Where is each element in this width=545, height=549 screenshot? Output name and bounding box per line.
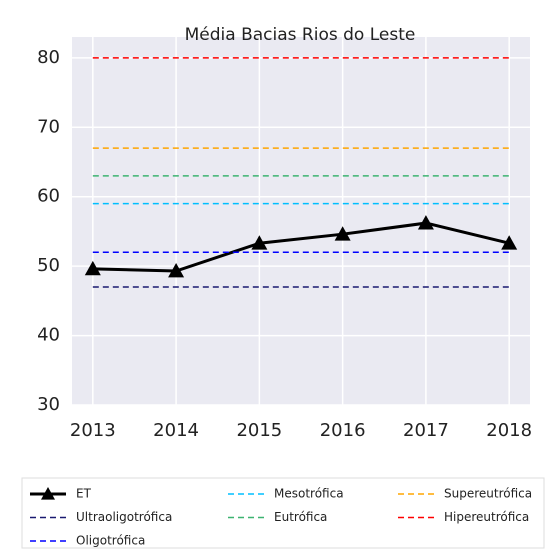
legend-label: Supereutrófica [444,487,532,501]
x-tick-label: 2014 [153,420,199,441]
x-tick-label: 2016 [320,420,366,441]
legend [21,477,545,549]
y-tick-label: 70 [37,116,60,137]
x-tick-label: 2015 [236,420,282,441]
plot-area [72,37,530,405]
chart-title: Média Bacias Rios do Leste [185,25,416,45]
y-tick-label: 50 [37,255,60,276]
x-tick-label: 2017 [403,420,449,441]
y-tick-label: 60 [37,186,60,207]
legend-label: Hipereutrófica [444,510,529,524]
legend-marker [41,487,55,500]
legend-label: ET [76,487,92,501]
y-tick-label: 40 [37,325,60,346]
data-line [92,221,510,273]
marker [168,262,185,278]
marker [417,215,434,230]
marker [84,260,101,276]
marker [251,235,268,250]
y-tick-label: 80 [37,47,60,68]
legend-label: Ultraoligotrófica [76,510,172,524]
legend-label: Eutrófica [274,510,327,524]
marker [334,226,351,241]
x-tick-label: 2013 [70,420,116,441]
legend-label: Mesotrófica [274,487,344,501]
y-tick-label: 30 [37,394,60,415]
x-tick-label: 2018 [486,420,532,441]
legend-label: Oligotrófica [76,534,145,548]
marker [501,235,518,250]
